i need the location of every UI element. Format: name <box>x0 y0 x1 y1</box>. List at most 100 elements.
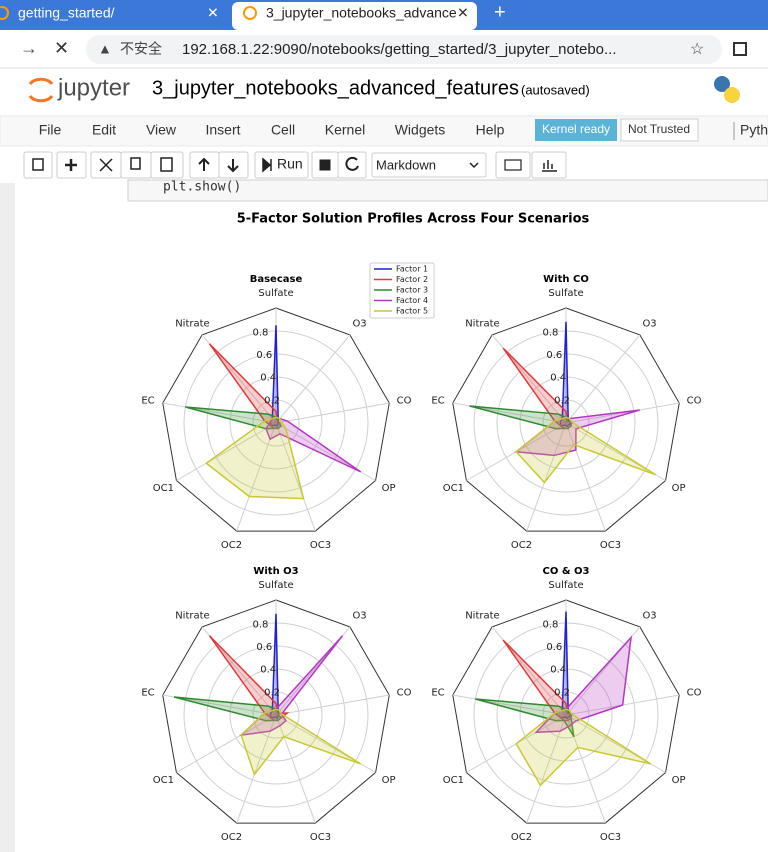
r-tick-label: 0.6 <box>256 350 272 361</box>
tab-icon <box>243 6 257 20</box>
legend-label: Factor 1 <box>396 265 428 274</box>
category-label: CO <box>397 687 412 698</box>
r-tick-label: 0.2 <box>554 687 570 698</box>
url[interactable]: 192.168.1.22:9090/notebooks/getting_star… <box>182 41 617 58</box>
grid-spoke <box>275 334 351 424</box>
menu-item[interactable]: Help <box>476 122 505 138</box>
notebook-name[interactable]: 3_jupyter_notebooks_advanced_features <box>152 77 519 99</box>
save-button[interactable] <box>23 151 53 179</box>
category-label: Sulfate <box>548 580 583 591</box>
forward-button[interactable]: → <box>20 38 38 58</box>
category-label: Sulfate <box>548 288 583 299</box>
menu-item[interactable]: View <box>146 122 177 138</box>
category-label: Nitrate <box>465 318 500 329</box>
jupyter-header <box>0 69 768 113</box>
legend-label: Factor 5 <box>396 307 428 316</box>
category-label: EC <box>431 395 444 406</box>
grid-spoke <box>275 694 390 716</box>
category-label: OC1 <box>153 483 174 494</box>
kernel-name: Pyth <box>740 122 768 138</box>
category-label: OC2 <box>221 540 242 551</box>
menu-item[interactable]: Edit <box>92 122 116 138</box>
restart-button[interactable] <box>337 151 367 179</box>
copy-icon <box>130 157 141 170</box>
keyboard-icon <box>504 159 522 171</box>
legend-label: Factor 3 <box>396 286 428 295</box>
jupyter-logo[interactable]: jupyter <box>57 74 130 101</box>
bookmark-star[interactable]: ☆ <box>690 41 704 58</box>
up-icon <box>198 157 210 171</box>
new-tab[interactable]: + <box>494 1 506 23</box>
trust-indicator[interactable] <box>620 118 699 142</box>
category-label: OP <box>382 775 396 786</box>
category-label: OC3 <box>310 832 331 843</box>
category-label: Nitrate <box>465 610 500 621</box>
plus-icon <box>65 159 77 171</box>
r-tick-label: 0.8 <box>542 619 558 630</box>
grid-spoke <box>236 422 277 532</box>
category-label: OC1 <box>153 775 174 786</box>
stop-button[interactable]: ✕ <box>54 38 69 58</box>
active-tab[interactable] <box>232 2 477 30</box>
grid-spoke <box>526 714 567 824</box>
tab-title[interactable]: getting_started/ <box>18 5 115 21</box>
code-cell[interactable] <box>127 179 768 202</box>
category-label: Sulfate <box>258 288 293 299</box>
grid-spoke <box>275 714 316 824</box>
menu-item[interactable]: File <box>39 122 62 138</box>
category-label: O3 <box>642 610 656 621</box>
extension-icon[interactable] <box>733 42 747 56</box>
cell-type-select[interactable] <box>371 152 487 178</box>
code-line: plt.show() <box>163 180 241 195</box>
tab-title[interactable]: 3_jupyter_notebooks_advance <box>266 5 457 21</box>
radar-chart: 0.2 0.4 0.6 0.8 Sulfate O3 CO OP OC3 OC2 OC1 EC Nitr… <box>141 566 411 843</box>
menu-item[interactable]: Insert <box>205 122 240 138</box>
menu-item[interactable]: Widgets <box>395 122 446 138</box>
omnibox[interactable] <box>86 35 722 64</box>
grid-spoke <box>565 422 606 532</box>
radar-area <box>265 416 362 473</box>
security-label[interactable]: 不安全 <box>120 41 162 57</box>
r-tick-label: 0.8 <box>542 327 558 338</box>
category-label: O3 <box>352 318 366 329</box>
category-label: OC1 <box>443 483 464 494</box>
run-icon <box>262 157 272 173</box>
category-label: Nitrate <box>175 318 210 329</box>
radar-area <box>515 416 657 484</box>
legend-label: Factor 4 <box>396 296 428 305</box>
kernel-indicator <box>535 119 617 141</box>
chart-title: With O3 <box>253 566 298 577</box>
radar-chart: 0.2 0.4 0.6 0.8 Sulfate O3 CO OP OC3 OC2 OC1 EC Nitr… <box>141 262 435 551</box>
category-label: EC <box>141 395 154 406</box>
category-label: OC3 <box>600 540 621 551</box>
category-label: Sulfate <box>258 580 293 591</box>
r-tick-label: 0.4 <box>550 665 566 676</box>
chart-button[interactable] <box>531 151 567 179</box>
cell-type[interactable]: Markdown <box>376 157 436 172</box>
menu-item[interactable]: Kernel <box>325 122 365 138</box>
tab-close[interactable]: ✕ <box>207 5 219 21</box>
copy-button[interactable] <box>120 151 152 179</box>
menu-item[interactable]: Cell <box>271 122 295 138</box>
run-button[interactable] <box>254 151 309 179</box>
category-label: OC3 <box>600 832 621 843</box>
category-label: OP <box>672 483 686 494</box>
paste-button[interactable] <box>150 151 184 179</box>
paste-icon <box>160 157 173 172</box>
keyboard-button[interactable] <box>495 151 531 179</box>
radar-chart: 0.2 0.4 0.6 0.8 Sulfate O3 CO OP OC3 OC2 OC1 EC Nitr… <box>431 566 701 843</box>
radar-area <box>185 406 283 430</box>
category-label: CO <box>687 395 702 406</box>
chart-title: CO & O3 <box>543 566 590 577</box>
category-label: OP <box>382 483 396 494</box>
grid-spoke <box>275 422 316 532</box>
run-label[interactable]: Run <box>277 156 303 172</box>
jupyter-logo-mark <box>28 77 54 103</box>
category-label: OC2 <box>221 832 242 843</box>
category-label: EC <box>141 687 154 698</box>
trust-status[interactable]: Not Trusted <box>628 122 690 136</box>
tab-close[interactable]: ✕ <box>457 5 469 21</box>
r-tick-label: 0.2 <box>554 395 570 406</box>
radar-area <box>515 708 652 787</box>
